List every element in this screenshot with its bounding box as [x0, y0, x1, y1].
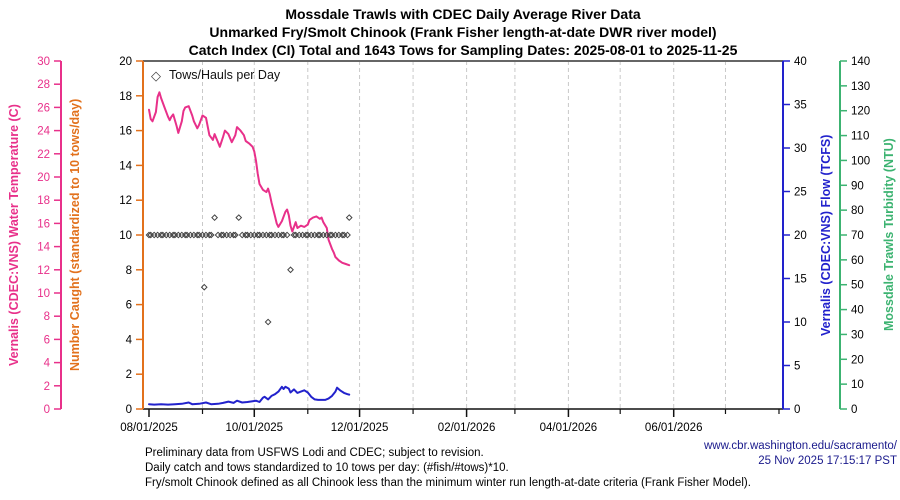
svg-text:10: 10 [851, 379, 864, 391]
svg-text:6: 6 [44, 334, 50, 346]
svg-text:16: 16 [119, 126, 132, 138]
svg-text:40: 40 [794, 56, 807, 68]
svg-text:60: 60 [851, 255, 864, 267]
svg-text:22: 22 [37, 149, 50, 161]
svg-text:20: 20 [119, 56, 132, 68]
svg-text:2: 2 [44, 381, 50, 393]
svg-text:16: 16 [37, 218, 50, 230]
svg-text:10/01/2025: 10/01/2025 [226, 422, 284, 434]
svg-text:26: 26 [37, 102, 50, 114]
svg-text:130: 130 [851, 81, 870, 93]
svg-text:10: 10 [119, 230, 132, 242]
svg-text:10: 10 [794, 317, 807, 329]
svg-text:02/01/2026: 02/01/2026 [438, 422, 496, 434]
chart-title-line3: Catch Index (CI) Total and 1643 Tows for… [188, 42, 738, 58]
svg-text:20: 20 [794, 230, 807, 242]
svg-text:18: 18 [37, 195, 50, 207]
chart-title-line1: Mossdale Trawls with CDEC Daily Average … [285, 6, 641, 22]
svg-text:0: 0 [44, 404, 50, 416]
svg-text:18: 18 [119, 91, 132, 103]
plot-timestamp: 25 Nov 2025 17:15:17 PST [758, 455, 897, 467]
chart-title-line2: Unmarked Fry/Smolt Chinook (Frank Fisher… [209, 24, 717, 40]
svg-text:8: 8 [44, 311, 50, 323]
footnote-2: Daily catch and tows standardized to 10 … [145, 462, 509, 474]
svg-text:04/01/2026: 04/01/2026 [540, 422, 598, 434]
svg-text:4: 4 [126, 334, 133, 346]
svg-text:30: 30 [794, 143, 807, 155]
footnote-1: Preliminary data from USFWS Lodi and CDE… [145, 447, 484, 459]
svg-text:40: 40 [851, 305, 864, 317]
svg-text:14: 14 [119, 160, 132, 172]
svg-text:0: 0 [126, 404, 132, 416]
svg-text:35: 35 [794, 100, 807, 112]
svg-text:30: 30 [851, 329, 864, 341]
svg-text:12: 12 [119, 195, 132, 207]
credit-block: www.cbr.washington.edu/sacramento/ 25 No… [704, 439, 897, 469]
svg-text:08/01/2025: 08/01/2025 [120, 422, 178, 434]
plot-area: 08/01/2025 10/01/2025 12/01/2025 02/01/2026… [37, 56, 870, 434]
svg-text:6: 6 [126, 300, 132, 312]
svg-text:20: 20 [851, 354, 864, 366]
cbr-url-link[interactable]: www.cbr.washington.edu/sacramento/ [703, 440, 897, 452]
svg-text:70: 70 [851, 230, 864, 242]
svg-text:80: 80 [851, 205, 864, 217]
svg-text:20: 20 [37, 172, 50, 184]
svg-text:14: 14 [37, 242, 50, 254]
svg-text:0: 0 [851, 404, 857, 416]
legend: ◇ Tows/Hauls per Day [151, 68, 280, 82]
svg-text:25: 25 [794, 187, 807, 199]
svg-text:8: 8 [126, 265, 132, 277]
svg-text:100: 100 [851, 155, 870, 167]
footnotes: Preliminary data from USFWS Lodi and CDE… [145, 446, 751, 491]
chart-title-block: Mossdale Trawls with CDEC Daily Average … [123, 5, 803, 59]
svg-text:24: 24 [37, 126, 50, 138]
legend-label: Tows/Hauls per Day [169, 68, 281, 82]
svg-text:10: 10 [37, 288, 50, 300]
svg-text:12/01/2025: 12/01/2025 [331, 422, 389, 434]
svg-text:0: 0 [794, 404, 800, 416]
svg-text:2: 2 [126, 369, 132, 381]
diamond-icon: ◇ [151, 67, 161, 83]
svg-text:90: 90 [851, 180, 864, 192]
svg-text:110: 110 [851, 131, 869, 143]
svg-text:5: 5 [794, 361, 800, 373]
svg-text:28: 28 [37, 79, 50, 91]
svg-text:4: 4 [44, 358, 51, 370]
svg-text:15: 15 [794, 274, 807, 286]
svg-text:30: 30 [37, 56, 50, 68]
svg-text:140: 140 [851, 56, 870, 68]
svg-text:120: 120 [851, 106, 870, 118]
footnote-3: Fry/smolt Chinook defined as all Chinook… [145, 477, 751, 489]
svg-text:50: 50 [851, 280, 864, 292]
svg-text:06/01/2026: 06/01/2026 [645, 422, 703, 434]
svg-text:12: 12 [37, 265, 50, 277]
